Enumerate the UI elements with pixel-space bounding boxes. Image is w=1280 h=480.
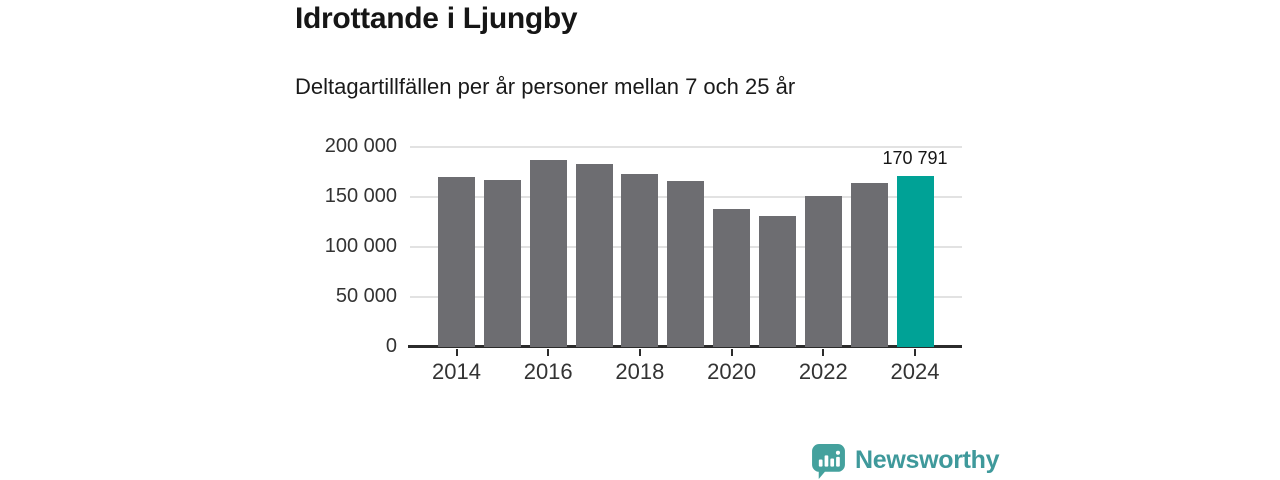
y-axis-tick-label: 0 <box>385 335 397 357</box>
x-axis-tick-2024 <box>914 349 916 356</box>
bar-2019 <box>667 181 705 347</box>
x-axis-tick-2022 <box>822 349 825 356</box>
bar-2015 <box>483 180 521 347</box>
newsworthy-icon <box>812 444 845 479</box>
x-axis-tick-2020 <box>730 349 733 356</box>
x-axis-tick-2014 <box>455 349 458 356</box>
x-axis-tick-label-2020: 2020 <box>707 359 757 384</box>
x-axis-tick-2018 <box>638 349 641 356</box>
plot-area: 0 50 000 100 000 150 000 200 000 2014 2016 2018… <box>325 135 962 384</box>
newsworthy-wordmark: Newsworthy <box>855 446 1000 474</box>
bar-2016 <box>529 160 567 347</box>
x-axis-tick-label-2014: 2014 <box>432 359 481 384</box>
x-axis-tick-label-2018: 2018 <box>615 359 665 384</box>
chart-subtitle: Deltagartillfällen per år personer mella… <box>295 74 796 99</box>
bar-2017 <box>575 164 613 347</box>
y-axis-tick-label: 150 000 <box>324 185 397 207</box>
bar-2014 <box>438 177 475 347</box>
newsworthy-logo: Newsworthy <box>810 442 1000 479</box>
bar-2020 <box>713 209 751 347</box>
bar-2018 <box>621 174 659 347</box>
x-axis-tick-label-2024: 2024 <box>890 359 940 384</box>
bar-2023 <box>850 183 888 347</box>
bar-2021 <box>758 216 796 347</box>
x-axis-tick-2016 <box>547 349 550 356</box>
y-axis-tick-label: 50 000 <box>335 285 397 307</box>
bar-2022 <box>804 196 842 347</box>
bar-2024 <box>896 176 934 347</box>
x-axis-tick-label-2022: 2022 <box>798 359 848 384</box>
y-axis-tick-label: 100 000 <box>324 235 397 257</box>
bar-value-label: 170 791 <box>882 148 948 169</box>
chart-title: Idrottande i Ljungby <box>295 2 578 35</box>
y-axis-tick-label: 200 000 <box>324 135 397 157</box>
gridline-200000 <box>410 146 962 148</box>
x-axis-tick-label-2016: 2016 <box>523 359 573 384</box>
